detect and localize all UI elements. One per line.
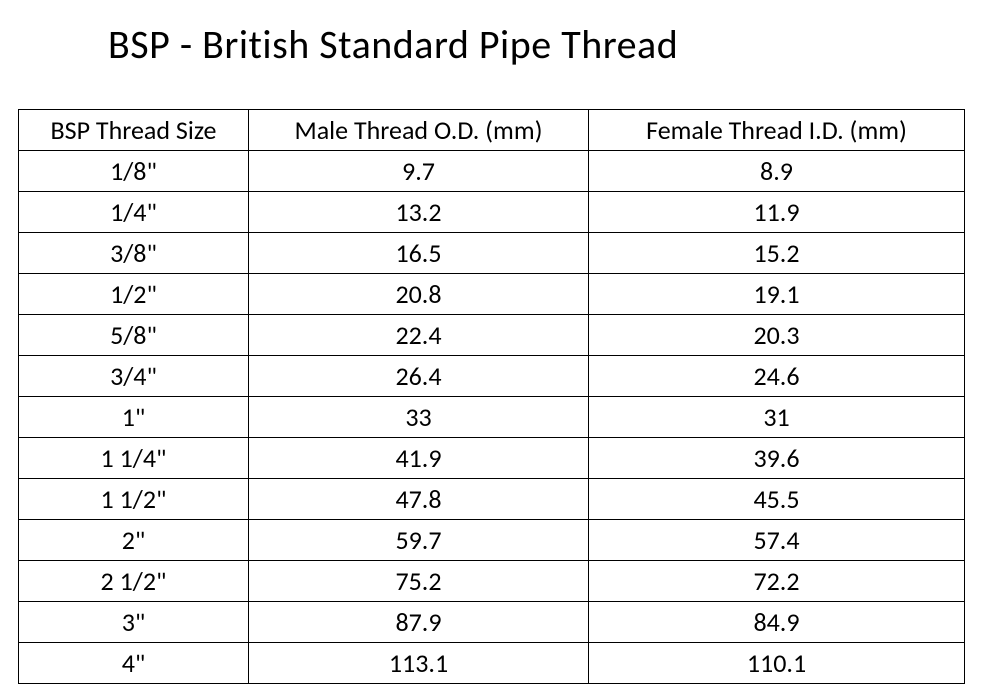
table-row: 1/2" 20.8 19.1 <box>19 274 965 315</box>
cell-size: 5/8" <box>19 315 249 356</box>
cell-female-id: 24.6 <box>589 356 965 397</box>
cell-size: 3" <box>19 602 249 643</box>
table-row: 4" 113.1 110.1 <box>19 643 965 684</box>
cell-male-od: 33 <box>249 397 589 438</box>
cell-female-id: 31 <box>589 397 965 438</box>
cell-size: 1/8" <box>19 151 249 192</box>
cell-male-od: 87.9 <box>249 602 589 643</box>
cell-size: 2 1/2" <box>19 561 249 602</box>
cell-size: 1/4" <box>19 192 249 233</box>
cell-size: 1" <box>19 397 249 438</box>
cell-female-id: 57.4 <box>589 520 965 561</box>
cell-female-id: 11.9 <box>589 192 965 233</box>
table-row: 3/8" 16.5 15.2 <box>19 233 965 274</box>
cell-female-id: 72.2 <box>589 561 965 602</box>
header-female-id: Female Thread I.D. (mm) <box>589 110 965 151</box>
table-row: 3" 87.9 84.9 <box>19 602 965 643</box>
table-row: 1/4" 13.2 11.9 <box>19 192 965 233</box>
cell-male-od: 22.4 <box>249 315 589 356</box>
cell-female-id: 39.6 <box>589 438 965 479</box>
cell-male-od: 9.7 <box>249 151 589 192</box>
cell-female-id: 19.1 <box>589 274 965 315</box>
cell-female-id: 8.9 <box>589 151 965 192</box>
cell-male-od: 75.2 <box>249 561 589 602</box>
header-male-od: Male Thread O.D. (mm) <box>249 110 589 151</box>
table-row: 1 1/2" 47.8 45.5 <box>19 479 965 520</box>
page-title: BSP - British Standard Pipe Thread <box>108 20 966 69</box>
cell-female-id: 110.1 <box>589 643 965 684</box>
cell-size: 3/8" <box>19 233 249 274</box>
cell-male-od: 16.5 <box>249 233 589 274</box>
table-row: 1/8" 9.7 8.9 <box>19 151 965 192</box>
cell-male-od: 47.8 <box>249 479 589 520</box>
cell-male-od: 26.4 <box>249 356 589 397</box>
cell-male-od: 41.9 <box>249 438 589 479</box>
table-row: 3/4" 26.4 24.6 <box>19 356 965 397</box>
cell-female-id: 20.3 <box>589 315 965 356</box>
cell-male-od: 13.2 <box>249 192 589 233</box>
cell-female-id: 15.2 <box>589 233 965 274</box>
cell-size: 1/2" <box>19 274 249 315</box>
cell-size: 3/4" <box>19 356 249 397</box>
cell-size: 1 1/4" <box>19 438 249 479</box>
header-bsp-size: BSP Thread Size <box>19 110 249 151</box>
cell-size: 2" <box>19 520 249 561</box>
cell-male-od: 20.8 <box>249 274 589 315</box>
bsp-thread-table: BSP Thread Size Male Thread O.D. (mm) Fe… <box>18 109 965 684</box>
cell-female-id: 45.5 <box>589 479 965 520</box>
table-row: 2 1/2" 75.2 72.2 <box>19 561 965 602</box>
cell-size: 1 1/2" <box>19 479 249 520</box>
table-header-row: BSP Thread Size Male Thread O.D. (mm) Fe… <box>19 110 965 151</box>
cell-size: 4" <box>19 643 249 684</box>
table-row: 1 1/4" 41.9 39.6 <box>19 438 965 479</box>
cell-female-id: 84.9 <box>589 602 965 643</box>
table-row: 1" 33 31 <box>19 397 965 438</box>
table-row: 5/8" 22.4 20.3 <box>19 315 965 356</box>
table-row: 2" 59.7 57.4 <box>19 520 965 561</box>
cell-male-od: 113.1 <box>249 643 589 684</box>
cell-male-od: 59.7 <box>249 520 589 561</box>
